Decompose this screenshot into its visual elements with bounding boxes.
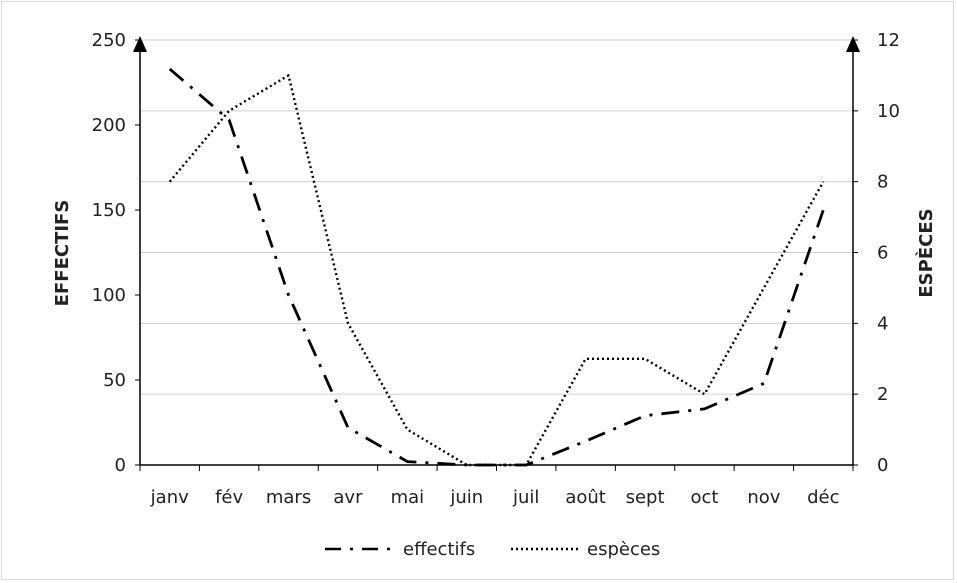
- x-tick-label: août: [565, 487, 606, 508]
- y-axis-left-arrow: [133, 36, 147, 52]
- x-tick-label: avr: [333, 487, 363, 508]
- x-tick-label: oct: [690, 487, 718, 508]
- x-tick-label: déc: [807, 487, 839, 508]
- y-right-tick-label: 12: [877, 30, 900, 51]
- y-left-tick-label: 50: [103, 370, 126, 391]
- y-left-tick-label: 200: [92, 115, 126, 136]
- x-tick-label: sept: [626, 487, 665, 508]
- y-left-tick-label: 0: [115, 455, 126, 476]
- series-lines: [168, 67, 825, 467]
- y-axis-title-right: ESPÈCES: [915, 208, 937, 297]
- y-left-tick-label: 250: [92, 30, 126, 51]
- y-right-tick-label: 4: [877, 313, 888, 334]
- y-right-tick-label: 6: [877, 243, 888, 264]
- x-tick-label: juil: [512, 487, 539, 508]
- tick-labels: janv fév mars avr mai juin juil août sept oct nov d…: [92, 30, 900, 508]
- y-left-tick-label: 100: [92, 285, 126, 306]
- x-tick-label: fév: [215, 487, 243, 508]
- legend-label-especes: espèces: [587, 539, 660, 560]
- series-line-especes: [168, 74, 825, 467]
- gridlines: [140, 39, 853, 395]
- y-right-tick-label: 2: [877, 384, 888, 405]
- y-axis-title-left: EFFECTIFS: [52, 200, 73, 307]
- x-tick-label: juin: [449, 487, 483, 508]
- y-right-tick-label: 10: [877, 101, 900, 122]
- series-line-effectifs: [168, 67, 825, 467]
- legend-label-effectifs: effectifs: [403, 539, 475, 560]
- y-left-tick-label: 150: [92, 200, 126, 221]
- y-axis-right-arrow: [846, 36, 860, 52]
- x-tick-label: mars: [266, 487, 311, 508]
- x-tick-label: nov: [747, 487, 780, 508]
- axes: [133, 36, 860, 471]
- legend: effectifs espèces: [325, 539, 660, 560]
- x-tick-label: janv: [150, 487, 189, 508]
- y-right-tick-label: 8: [877, 172, 888, 193]
- y-right-tick-label: 0: [877, 455, 888, 476]
- x-tick-label: mai: [391, 487, 425, 508]
